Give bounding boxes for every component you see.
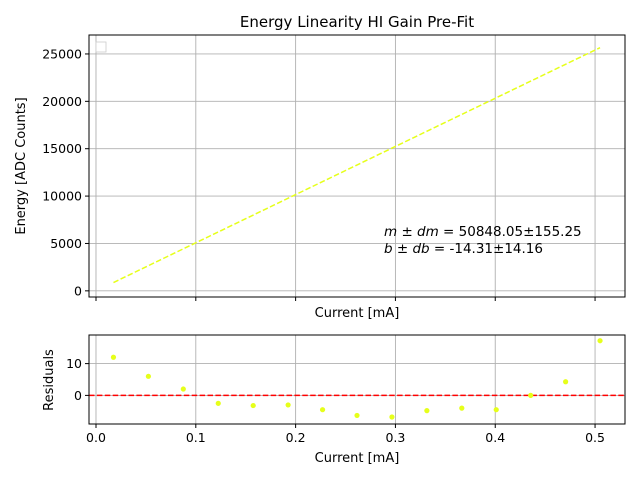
residual-point-6 <box>319 407 326 413</box>
residual-point-9 <box>424 408 430 414</box>
top-panel: Energy Linearity HI Gain Pre-Fit 0 5000 10… <box>14 13 626 321</box>
bottom-x-tick-label-4: 0.4 <box>485 430 505 445</box>
slope-annotation: m ± dm = 50848.05±155.25 <box>384 224 582 240</box>
slope-annotation-lhs: m ± dm <box>384 224 439 240</box>
slope-annotation-value: = 50848.05±155.25 <box>439 224 582 240</box>
bottom-x-tick-label-0: 0.0 <box>86 430 106 445</box>
intercept-annotation: b ± db = -14.31±14.16 <box>384 241 543 257</box>
top-ticks: 0 5000 10000 15000 20000 25000 <box>42 46 596 301</box>
top-y-tick-label-4: 20000 <box>42 94 82 109</box>
bottom-x-axis-label: Current [mA] <box>315 451 400 466</box>
bottom-x-tick-label-3: 0.3 <box>385 430 405 445</box>
top-chart-title: Energy Linearity HI Gain Pre-Fit <box>240 13 474 31</box>
top-y-tick-label-2: 10000 <box>42 189 82 204</box>
residual-point-5 <box>285 402 291 408</box>
bottom-plot-frame <box>88 334 626 425</box>
residual-point-12 <box>528 392 534 398</box>
top-plot-frame <box>88 34 626 298</box>
residual-point-13 <box>563 379 569 385</box>
bottom-y-tick-label-1: 10 <box>66 356 82 371</box>
bottom-panel: 0.0 0.1 0.2 0.3 0.4 0.5 0 10 Current [mA] Resid… <box>42 334 626 466</box>
top-y-tick-label-5: 25000 <box>42 46 82 61</box>
bottom-series <box>89 338 625 420</box>
top-grid <box>89 35 625 297</box>
bottom-y-tick-label-0: 0 <box>74 388 82 403</box>
top-series <box>113 46 601 284</box>
residual-point-3 <box>215 400 221 406</box>
residual-point-2 <box>180 386 186 392</box>
top-y-tick-label-3: 15000 <box>42 141 82 156</box>
bottom-x-tick-label-2: 0.2 <box>286 430 306 445</box>
top-y-axis-label: Energy [ADC Counts] <box>14 97 29 234</box>
residual-point-1 <box>145 373 151 379</box>
residual-point-4 <box>250 402 256 409</box>
residual-point-8 <box>389 414 395 420</box>
bottom-x-tick-label-1: 0.1 <box>186 430 206 445</box>
legend-box <box>95 41 107 53</box>
bottom-x-tick-label-5: 0.5 <box>585 430 605 445</box>
bottom-y-axis-label: Residuals <box>42 349 57 411</box>
intercept-annotation-lhs: b ± db <box>384 241 430 257</box>
residual-point-10 <box>459 405 465 411</box>
residual-point-0 <box>110 354 117 360</box>
fit-line <box>113 46 601 284</box>
top-y-tick-label-1: 5000 <box>50 236 82 251</box>
intercept-annotation-value: = -14.31±14.16 <box>430 241 543 257</box>
top-x-axis-label: Current [mA] <box>315 306 400 321</box>
residual-point-14 <box>597 338 603 344</box>
top-y-tick-label-0: 0 <box>74 283 82 298</box>
residual-point-11 <box>493 407 499 413</box>
bottom-ticks: 0.0 0.1 0.2 0.3 0.4 0.5 0 10 <box>66 356 605 445</box>
residual-point-7 <box>354 412 360 419</box>
